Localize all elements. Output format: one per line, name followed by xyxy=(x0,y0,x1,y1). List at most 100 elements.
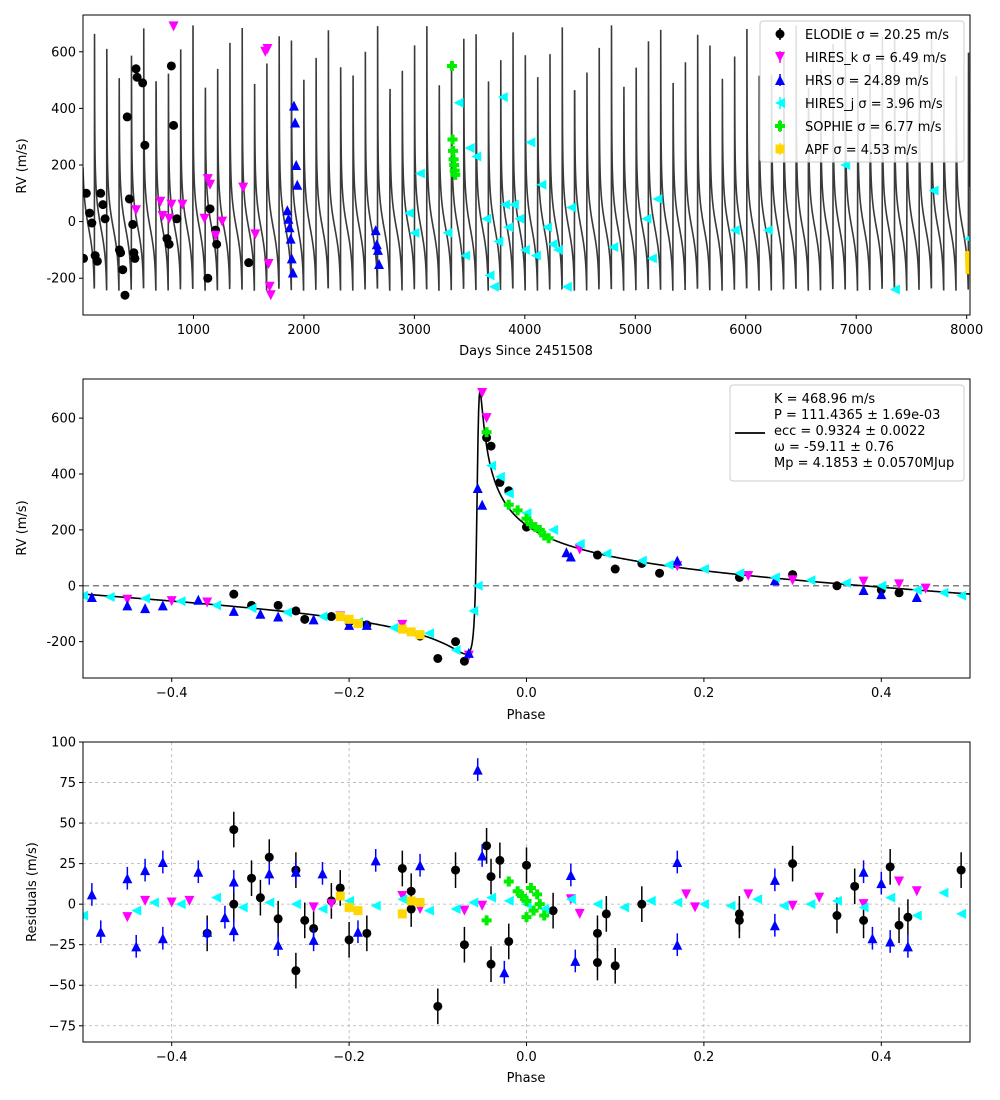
x-tick-label: 2000 xyxy=(287,323,320,338)
elodie-point xyxy=(734,909,744,919)
elodie-point xyxy=(229,589,239,599)
panel-1-xlabel: Days Since 2451508 xyxy=(459,344,593,359)
hrs-point xyxy=(228,925,239,936)
hires_j-point xyxy=(140,593,151,604)
elodie-point xyxy=(255,893,265,903)
hires_j-point xyxy=(652,193,663,204)
hires_j-point xyxy=(486,460,497,471)
hires_k-point xyxy=(205,179,216,190)
hrs-point xyxy=(565,551,576,562)
hrs-point xyxy=(219,912,230,923)
hires_j-point xyxy=(484,270,495,281)
elodie-point xyxy=(548,906,558,916)
hires_k-point xyxy=(690,902,701,913)
sophie-point xyxy=(503,876,514,887)
hires_j-point xyxy=(536,179,547,190)
x-tick-label: 3000 xyxy=(398,323,431,338)
sophie-point xyxy=(517,891,528,902)
legend-marker-apf xyxy=(775,144,785,154)
hires_j-point xyxy=(370,900,381,911)
hires_j-point xyxy=(840,577,851,588)
apf-point xyxy=(344,902,354,912)
y-tick-label: 25 xyxy=(59,857,76,872)
x-tick-label: 0.0 xyxy=(516,686,537,701)
y-tick-label: 200 xyxy=(51,523,76,538)
panel-3-xlabel: Phase xyxy=(507,1071,546,1086)
hires_k-point xyxy=(168,21,179,32)
hires_k-point xyxy=(217,216,228,227)
x-tick-label: 8000 xyxy=(950,323,983,338)
hires_k-point xyxy=(911,886,922,897)
sophie-point xyxy=(448,154,459,165)
hrs-point xyxy=(228,876,239,887)
panel-2-xlabel: Phase xyxy=(507,708,546,723)
hires_k-point xyxy=(164,213,175,224)
hires_j-point xyxy=(805,575,816,586)
hrs-point xyxy=(308,614,319,625)
hires_k-point xyxy=(858,576,869,587)
elodie-point xyxy=(495,855,505,865)
hires_j-point xyxy=(388,622,399,633)
elodie-point xyxy=(859,915,869,925)
elodie-point xyxy=(172,214,182,224)
apf-point xyxy=(353,619,363,629)
hires_j-point xyxy=(911,910,922,921)
elodie-point xyxy=(124,194,134,204)
hires_j-point xyxy=(414,168,425,179)
hires_j-point xyxy=(423,905,434,916)
hires_j-point xyxy=(499,199,510,210)
elodie-point xyxy=(128,219,138,229)
hires_j-point xyxy=(548,524,559,535)
elodie-point xyxy=(83,253,89,263)
elodie-point xyxy=(486,959,496,969)
elodie-point xyxy=(120,290,130,300)
axes-frame xyxy=(82,14,971,316)
hires_j-point xyxy=(468,605,479,616)
hrs-point xyxy=(290,866,301,877)
y-tick-label: 600 xyxy=(51,45,76,60)
hrs-point xyxy=(344,619,355,630)
sophie-point xyxy=(447,134,458,145)
elodie-point xyxy=(956,865,966,875)
legend-param-1: P = 111.4365 ± 1.69e-03 xyxy=(774,408,940,423)
hrs-point xyxy=(570,955,581,966)
hires_k-point xyxy=(262,43,273,54)
elodie-point xyxy=(169,120,179,130)
elodie-point xyxy=(92,256,102,266)
hires_k-point xyxy=(166,897,177,908)
hrs-point xyxy=(255,608,266,619)
y-tick-label: 600 xyxy=(51,412,76,427)
hires_j-point xyxy=(636,555,647,566)
elodie-point xyxy=(291,966,301,976)
elodie-point xyxy=(83,188,91,198)
apf-point xyxy=(335,891,345,901)
legend-param-0: K = 468.96 m/s xyxy=(774,392,875,407)
series-elodie xyxy=(229,433,904,666)
hrs-point xyxy=(140,603,151,614)
series-hrs xyxy=(86,758,913,984)
hires_k-point xyxy=(814,892,825,903)
apf-point xyxy=(964,251,970,261)
hires_j-point xyxy=(541,222,552,233)
hires_j-point xyxy=(409,227,420,238)
hires_j-point xyxy=(450,645,461,656)
elodie-point xyxy=(522,860,531,870)
elodie-point xyxy=(637,899,647,909)
elodie-point xyxy=(433,1001,443,1011)
x-tick-label: 0.2 xyxy=(694,686,715,701)
hires_j-point xyxy=(503,488,514,499)
elodie-point xyxy=(486,872,496,882)
hrs-point xyxy=(672,857,683,867)
hires_k-point xyxy=(238,182,249,193)
elodie-point xyxy=(788,859,798,869)
hires_j-point xyxy=(831,895,842,906)
plot-area-2 xyxy=(83,742,970,1042)
hrs-point xyxy=(287,267,298,278)
hrs-point xyxy=(885,936,896,947)
hires_k-point xyxy=(481,413,492,424)
hires_j-point xyxy=(698,564,709,575)
hrs-point xyxy=(193,594,204,605)
hires_k-point xyxy=(140,895,151,906)
elodie-point xyxy=(273,600,283,610)
hrs-point xyxy=(352,926,363,937)
